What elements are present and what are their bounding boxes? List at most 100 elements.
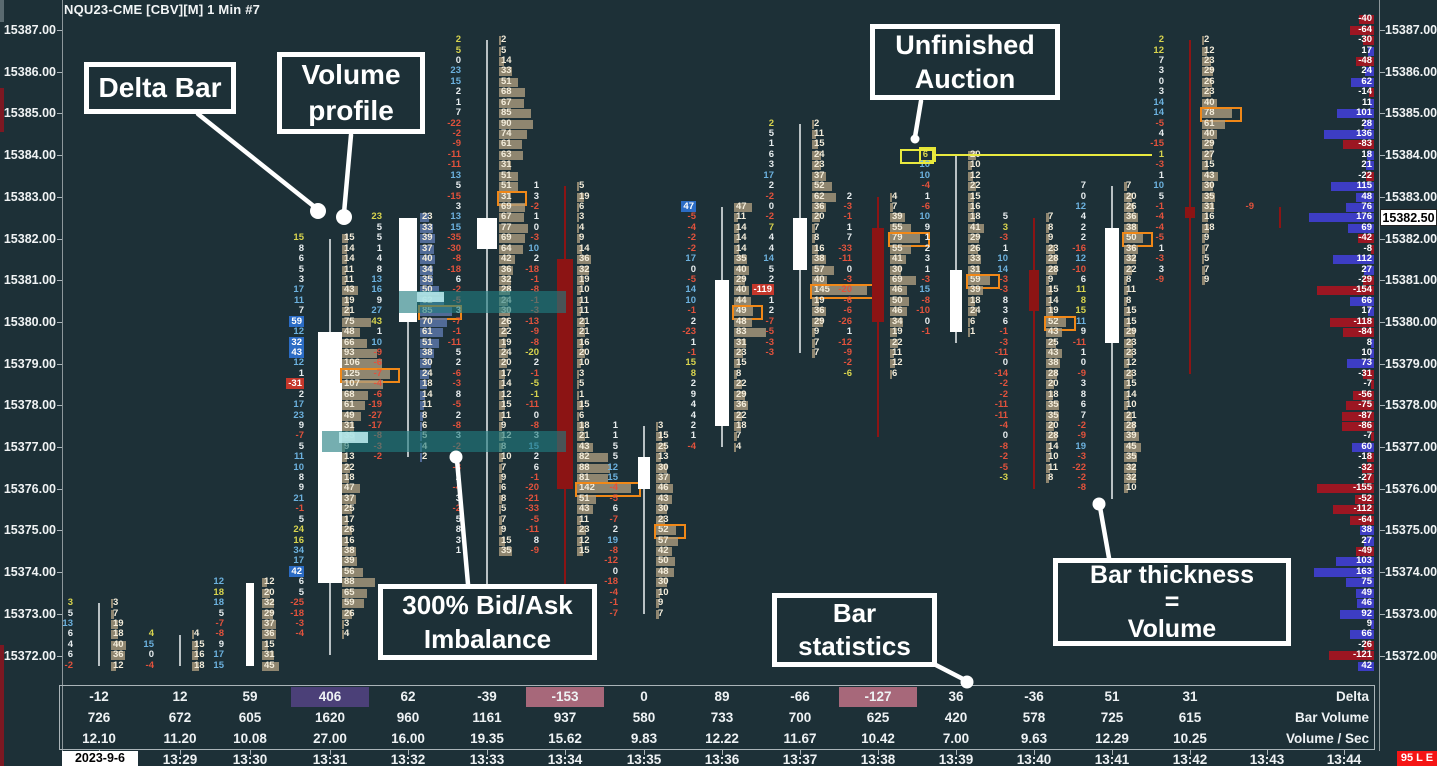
profile-value: -86 — [1358, 419, 1372, 431]
time-label[interactable]: 13:42 — [1172, 752, 1208, 766]
delta-cell: -7 — [609, 513, 618, 525]
volume-cell: 46 — [890, 284, 952, 296]
price-label-right[interactable]: 15385.00 — [1385, 106, 1437, 121]
time-label[interactable]: 13:29 — [162, 752, 198, 766]
volume-value: 10 — [658, 586, 669, 598]
volume-bar — [577, 505, 594, 515]
price-label-left[interactable]: 15383.00 — [3, 189, 56, 204]
profile-bar — [1350, 515, 1374, 525]
price-label-left[interactable]: 15382.00 — [3, 231, 56, 246]
volume-bar — [968, 244, 978, 254]
volume-value: 23 — [1126, 367, 1137, 379]
price-label-left[interactable]: 15373.00 — [3, 606, 56, 621]
volume-cell: 31 — [1202, 201, 1264, 212]
price-label-left[interactable]: 15381.00 — [3, 273, 56, 288]
volume-cell: 4 — [192, 629, 254, 640]
delta-cell: 12 — [213, 576, 224, 588]
price-label-right[interactable]: 15379.00 — [1385, 356, 1437, 371]
time-label[interactable]: 13:36 — [704, 752, 740, 766]
delta-cell: -5 — [1155, 117, 1164, 129]
volume-bar — [968, 307, 978, 317]
delta-cell: -1 — [609, 597, 618, 609]
price-label-left[interactable]: 15377.00 — [3, 440, 56, 454]
time-label[interactable]: 13:37 — [782, 752, 818, 766]
delta-cell: 0 — [924, 315, 930, 327]
price-label-right[interactable]: 15372.00 — [1385, 648, 1437, 663]
price-label-left[interactable]: 15387.00 — [3, 23, 56, 37]
time-label[interactable]: 13:38 — [860, 752, 896, 766]
volume-cell: 51 — [499, 170, 561, 181]
volume-value: 14 — [736, 221, 747, 233]
volume-cell: 22 — [499, 326, 561, 338]
price-label-right[interactable]: 15384.00 — [1385, 148, 1437, 163]
volume-value: 12 — [113, 659, 124, 671]
price-tick-right — [1380, 405, 1385, 407]
volume-bar — [890, 317, 903, 327]
price-label-left[interactable]: 15385.00 — [3, 106, 56, 121]
time-label[interactable]: 13:31 — [312, 752, 348, 766]
time-label[interactable]: 13:33 — [469, 752, 505, 766]
profile-bar — [1330, 317, 1374, 327]
price-label-right[interactable]: 15380.00 — [1385, 314, 1437, 329]
volume-cell: 14 — [342, 243, 404, 254]
volume-cell: 30 — [1202, 180, 1264, 192]
profile-bar — [1351, 77, 1374, 87]
price-label-right[interactable]: 15377.00 — [1385, 440, 1437, 454]
volume-cell: 3 — [656, 420, 718, 431]
volume-bar — [499, 150, 523, 160]
price-label-right[interactable]: 15387.00 — [1385, 23, 1437, 37]
profile-bar — [1354, 494, 1374, 504]
volume-bar — [1046, 244, 1055, 254]
delta-cell: 2 — [298, 388, 304, 400]
volume-bar — [420, 213, 429, 223]
time-label[interactable]: 13:40 — [1016, 752, 1052, 766]
price-label-left[interactable]: 15376.00 — [3, 481, 56, 496]
time-tick — [800, 750, 801, 755]
imbalance-band-lower — [322, 431, 566, 452]
time-label[interactable]: 13:35 — [626, 752, 662, 766]
delta-cell: -9 — [530, 326, 539, 338]
profile-bar — [1339, 609, 1374, 619]
time-label[interactable]: 13:34 — [547, 752, 583, 766]
volume-bar — [577, 307, 582, 317]
price-label-left[interactable]: 15384.00 — [3, 148, 56, 163]
volume-bar — [420, 421, 423, 431]
volume-cell: 14 — [420, 389, 482, 400]
volume-value: 7 — [501, 513, 507, 525]
volume-cell: 29 — [262, 608, 324, 619]
time-label[interactable]: 13:32 — [390, 752, 426, 766]
price-label-right[interactable]: 15374.00 — [1385, 565, 1437, 580]
price-tick-right — [1380, 196, 1385, 198]
volume-bar — [499, 255, 515, 265]
volume-cell: 37 — [420, 243, 482, 254]
price-label-right[interactable]: 15375.00 — [1385, 523, 1437, 538]
price-label-left[interactable]: 15374.00 — [3, 565, 56, 580]
delta-cell: 3 — [924, 253, 930, 265]
price-label-left[interactable]: 15386.00 — [3, 64, 56, 79]
price-label-right[interactable]: 15386.00 — [1385, 64, 1437, 79]
volume-value: 1 — [579, 388, 585, 400]
volume-bar — [1202, 213, 1209, 223]
price-label-left[interactable]: 15375.00 — [3, 523, 56, 538]
price-label-left[interactable]: 15378.00 — [3, 398, 56, 413]
time-label[interactable]: 13:41 — [1094, 752, 1130, 766]
time-tick — [644, 750, 645, 755]
price-label-right[interactable]: 15378.00 — [1385, 398, 1437, 413]
price-label-right[interactable]: 15382.00 — [1385, 231, 1437, 246]
delta-cell: 1 — [846, 221, 852, 233]
price-tick-left — [57, 196, 62, 198]
volume-bar — [968, 192, 974, 202]
time-label[interactable]: 13:30 — [232, 752, 268, 766]
price-label-left[interactable]: 15380.00 — [3, 314, 56, 329]
price-label-left[interactable]: 15379.00 — [3, 356, 56, 371]
price-label-right[interactable]: 15381.00 — [1385, 273, 1437, 288]
price-label-right[interactable]: 15383.00 — [1385, 189, 1437, 204]
price-label-right[interactable]: 15373.00 — [1385, 606, 1437, 621]
time-label[interactable]: 13:44 — [1326, 752, 1362, 766]
time-label[interactable]: 13:39 — [938, 752, 974, 766]
price-label-left[interactable]: 15372.00 — [3, 648, 56, 663]
delta-cell: -4 — [921, 180, 930, 192]
price-label-right[interactable]: 15376.00 — [1385, 481, 1437, 496]
time-label[interactable]: 13:43 — [1249, 752, 1285, 766]
